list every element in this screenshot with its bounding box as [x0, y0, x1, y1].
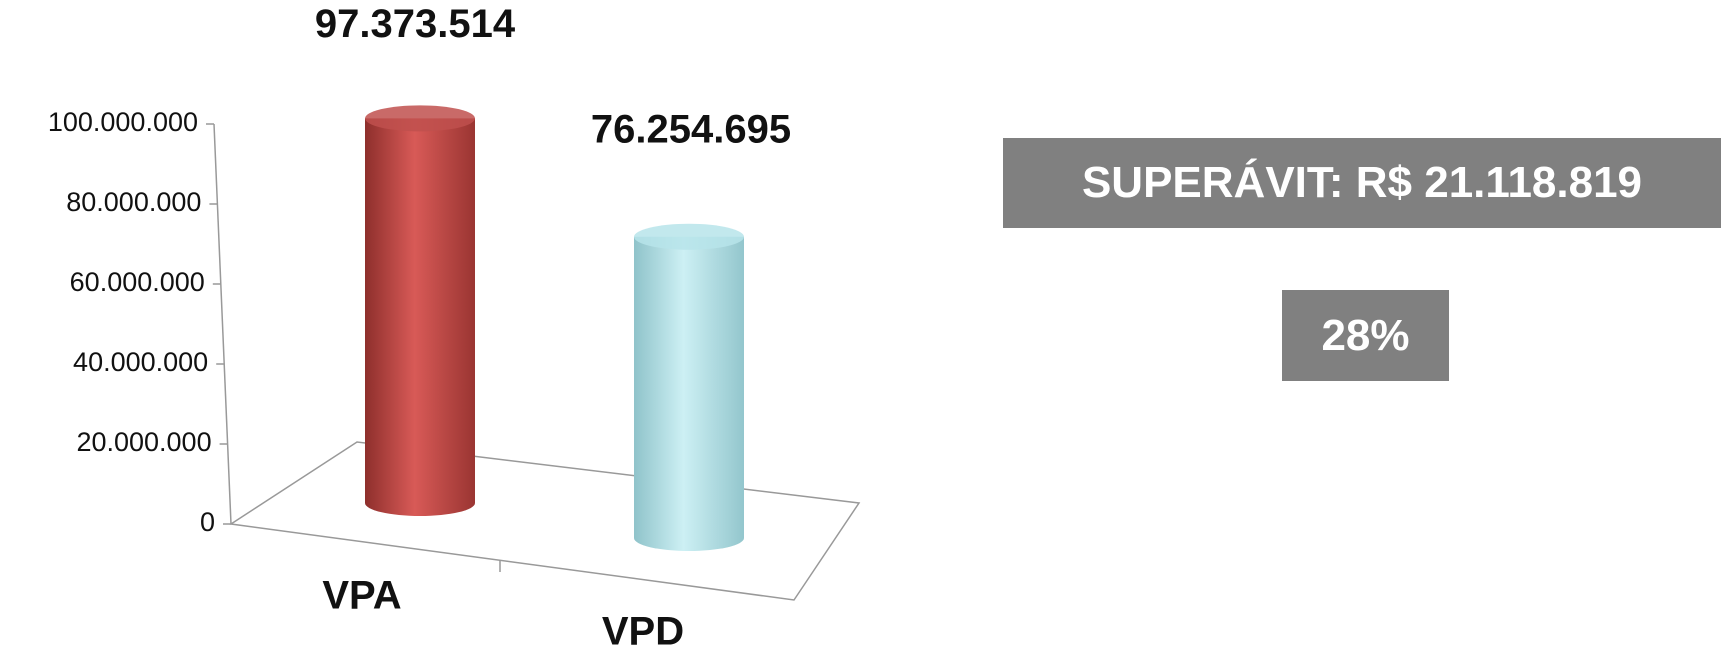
y-tick-label: 80.000.000: [66, 187, 201, 217]
value-label: 76.254.695: [591, 107, 791, 151]
y-axis: [213, 123, 232, 525]
x-tick-label: VPA: [322, 574, 401, 618]
percent-box: 28%: [1282, 290, 1449, 381]
floor: [228, 441, 861, 601]
cylinder-top: [365, 105, 475, 132]
x-tick-label: VPD: [602, 610, 684, 652]
y-tick-label: 40.000.000: [73, 347, 208, 377]
y-tick-label: 100.000.000: [48, 107, 198, 137]
cylinder: [365, 118, 475, 516]
y-tick-label: 20.000.000: [76, 427, 211, 457]
y-tick-label: 60.000.000: [70, 267, 205, 297]
y-tick-label: 0: [200, 507, 215, 537]
surplus-box: SUPERÁVIT: R$ 21.118.819: [1003, 138, 1721, 228]
value-label: 97.373.514: [315, 2, 516, 46]
cylinder-top: [634, 223, 744, 250]
cylinder: [634, 236, 744, 552]
